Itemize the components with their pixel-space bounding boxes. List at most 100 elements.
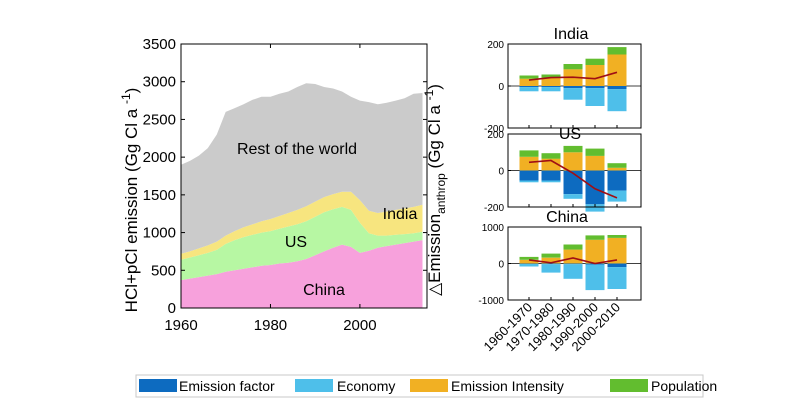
y-tick-label: 500 (151, 262, 176, 279)
bar-population-2000-2010 (607, 47, 627, 55)
y-tick-label: 2000 (143, 149, 176, 166)
subplot-y-tick-label: 0 (498, 82, 504, 93)
bar-population-1960-1970 (519, 256, 539, 260)
subplot-title-india: India (554, 26, 589, 43)
y-tick-label: 3500 (143, 36, 176, 53)
bar-emission-factor-2000-2010 (607, 263, 627, 268)
main-y-axis-label-sup: -1 (119, 93, 133, 104)
subplot-india: India -200 0 200 (484, 26, 642, 135)
subplot-y-tick-label: -1000 (478, 296, 504, 307)
subplot-y-tick-label: -200 (484, 124, 504, 135)
bar-population-1960-1970 (519, 150, 539, 157)
bar-economy-1970-1980 (541, 264, 561, 273)
bar-economy-1990-2000 (585, 264, 605, 291)
bar-emission-intensity-1960-1970 (519, 78, 539, 86)
bar-emission-intensity-2000-2010 (607, 167, 627, 171)
bar-population-1960-1970 (519, 75, 539, 79)
subplot-y-tick-label: 0 (498, 260, 504, 271)
main-area-series (181, 83, 423, 308)
bar-emission-factor-1980-1990 (563, 86, 583, 89)
bar-emission-intensity-2000-2010 (607, 54, 627, 86)
y-tick-label: 3000 (143, 74, 176, 91)
subplot-y-tick-label: 200 (487, 130, 504, 141)
x-tick-label: 2000 (343, 317, 376, 334)
legend: Emission factor Economy Emission Intensi… (135, 374, 717, 398)
bar-economy-1970-1980 (541, 87, 561, 92)
bar-emission-factor-1970-1980 (541, 86, 561, 88)
legend-label-economy: Economy (337, 378, 395, 394)
legend-label-emission-factor: Emission factor (179, 378, 275, 394)
subplot-y-tick-label: 1000 (482, 223, 505, 234)
bar-emission-factor-1990-2000 (585, 170, 605, 205)
bar-economy-2000-2010 (607, 190, 627, 202)
bar-emission-intensity-1980-1990 (563, 152, 583, 171)
subplot-title-china: China (546, 209, 588, 226)
bar-population-1970-1980 (541, 253, 561, 258)
x-tick-label: 1960 (164, 317, 197, 334)
bar-economy-1960-1970 (519, 87, 539, 92)
bar-population-1980-1990 (563, 145, 583, 153)
subplot-y-tick-label: -200 (484, 203, 504, 214)
legend-swatch-emission-factor (139, 379, 177, 392)
bar-emission-factor-1960-1970 (519, 86, 539, 88)
bar-population-1970-1980 (541, 153, 561, 159)
bar-emission-intensity-2000-2010 (607, 237, 627, 264)
bar-economy-1990-2000 (585, 88, 605, 106)
bar-emission-intensity-1970-1980 (541, 158, 561, 171)
bar-population-1970-1980 (541, 74, 561, 78)
main-y-axis-label: HCl+pCl emission (Gg Cl a -1) (119, 88, 141, 313)
subplot-china: China -1000 0 1000 (478, 209, 642, 307)
legend-label-population: Population (651, 378, 717, 394)
bar-economy-1970-1980 (541, 180, 561, 183)
total-line (528, 257, 618, 265)
bar-emission-intensity-1960-1970 (519, 156, 539, 171)
bar-emission-intensity-1990-2000 (585, 239, 605, 264)
bar-population-1990-2000 (585, 148, 605, 156)
main-area-chart: 0 500 1000 1500 2000 2500 3000 3500 1960 1980 2000… (143, 36, 428, 334)
subplot-category-labels: 1960-19701970-19801980-19901990-20002000… (481, 300, 624, 355)
area-us (181, 206, 423, 281)
bar-economy-2000-2010 (607, 89, 627, 112)
y-tick-label: 1500 (143, 187, 176, 204)
subplot-y-axis-label-close: ) (425, 84, 444, 90)
bar-economy-1960-1970 (519, 180, 539, 183)
bar-population-1990-2000 (585, 58, 605, 65)
bar-economy-1980-1990 (563, 194, 583, 199)
main-y-axis-label-close: ) (122, 88, 141, 94)
area-india (181, 191, 423, 260)
y-tick-label: 0 (168, 300, 176, 317)
bar-population-2000-2010 (607, 163, 627, 168)
y-tick-label: 2500 (143, 111, 176, 128)
bar-population-1990-2000 (585, 235, 605, 240)
bar-economy-2000-2010 (607, 267, 627, 289)
subplot-y-axis-label-units: (Gg Cl a (425, 100, 444, 173)
main-y-axis-label-text: HCl+pCl emission (Gg Cl a (122, 104, 141, 312)
subplot-y-axis-label-prefix: △Emission (425, 214, 444, 296)
region-label-us: US (285, 234, 307, 251)
bar-emission-intensity-1960-1970 (519, 259, 539, 264)
bar-emission-intensity-1970-1980 (541, 77, 561, 86)
subplot-y-axis-label-sub: anthrop (434, 173, 448, 214)
legend-swatch-economy (295, 379, 333, 392)
legend-swatch-emission-intensity (410, 379, 448, 392)
bar-emission-factor-1990-2000 (585, 86, 605, 89)
region-label-rest-of-world: Rest of the world (237, 141, 357, 158)
total-line (528, 71, 618, 81)
bar-emission-intensity-1980-1990 (563, 249, 583, 264)
bar-economy-1980-1990 (563, 88, 583, 100)
bar-emission-factor-1970-1980 (541, 170, 561, 181)
subplot-y-axis-label: △Emissionanthrop (Gg Cl a -1) (422, 84, 448, 296)
bar-emission-intensity-1970-1980 (541, 257, 561, 264)
legend-label-emission-intensity: Emission Intensity (451, 378, 564, 394)
bar-economy-1980-1990 (563, 264, 583, 279)
bar-economy-1960-1970 (519, 263, 539, 267)
area-rest-of-the-world (181, 83, 423, 254)
region-label-china: China (303, 282, 345, 299)
bar-population-2000-2010 (607, 235, 627, 238)
bar-emission-factor-2000-2010 (607, 86, 627, 90)
bar-emission-intensity-1990-2000 (585, 155, 605, 171)
bar-population-1980-1990 (563, 244, 583, 250)
bar-emission-intensity-1990-2000 (585, 65, 605, 86)
